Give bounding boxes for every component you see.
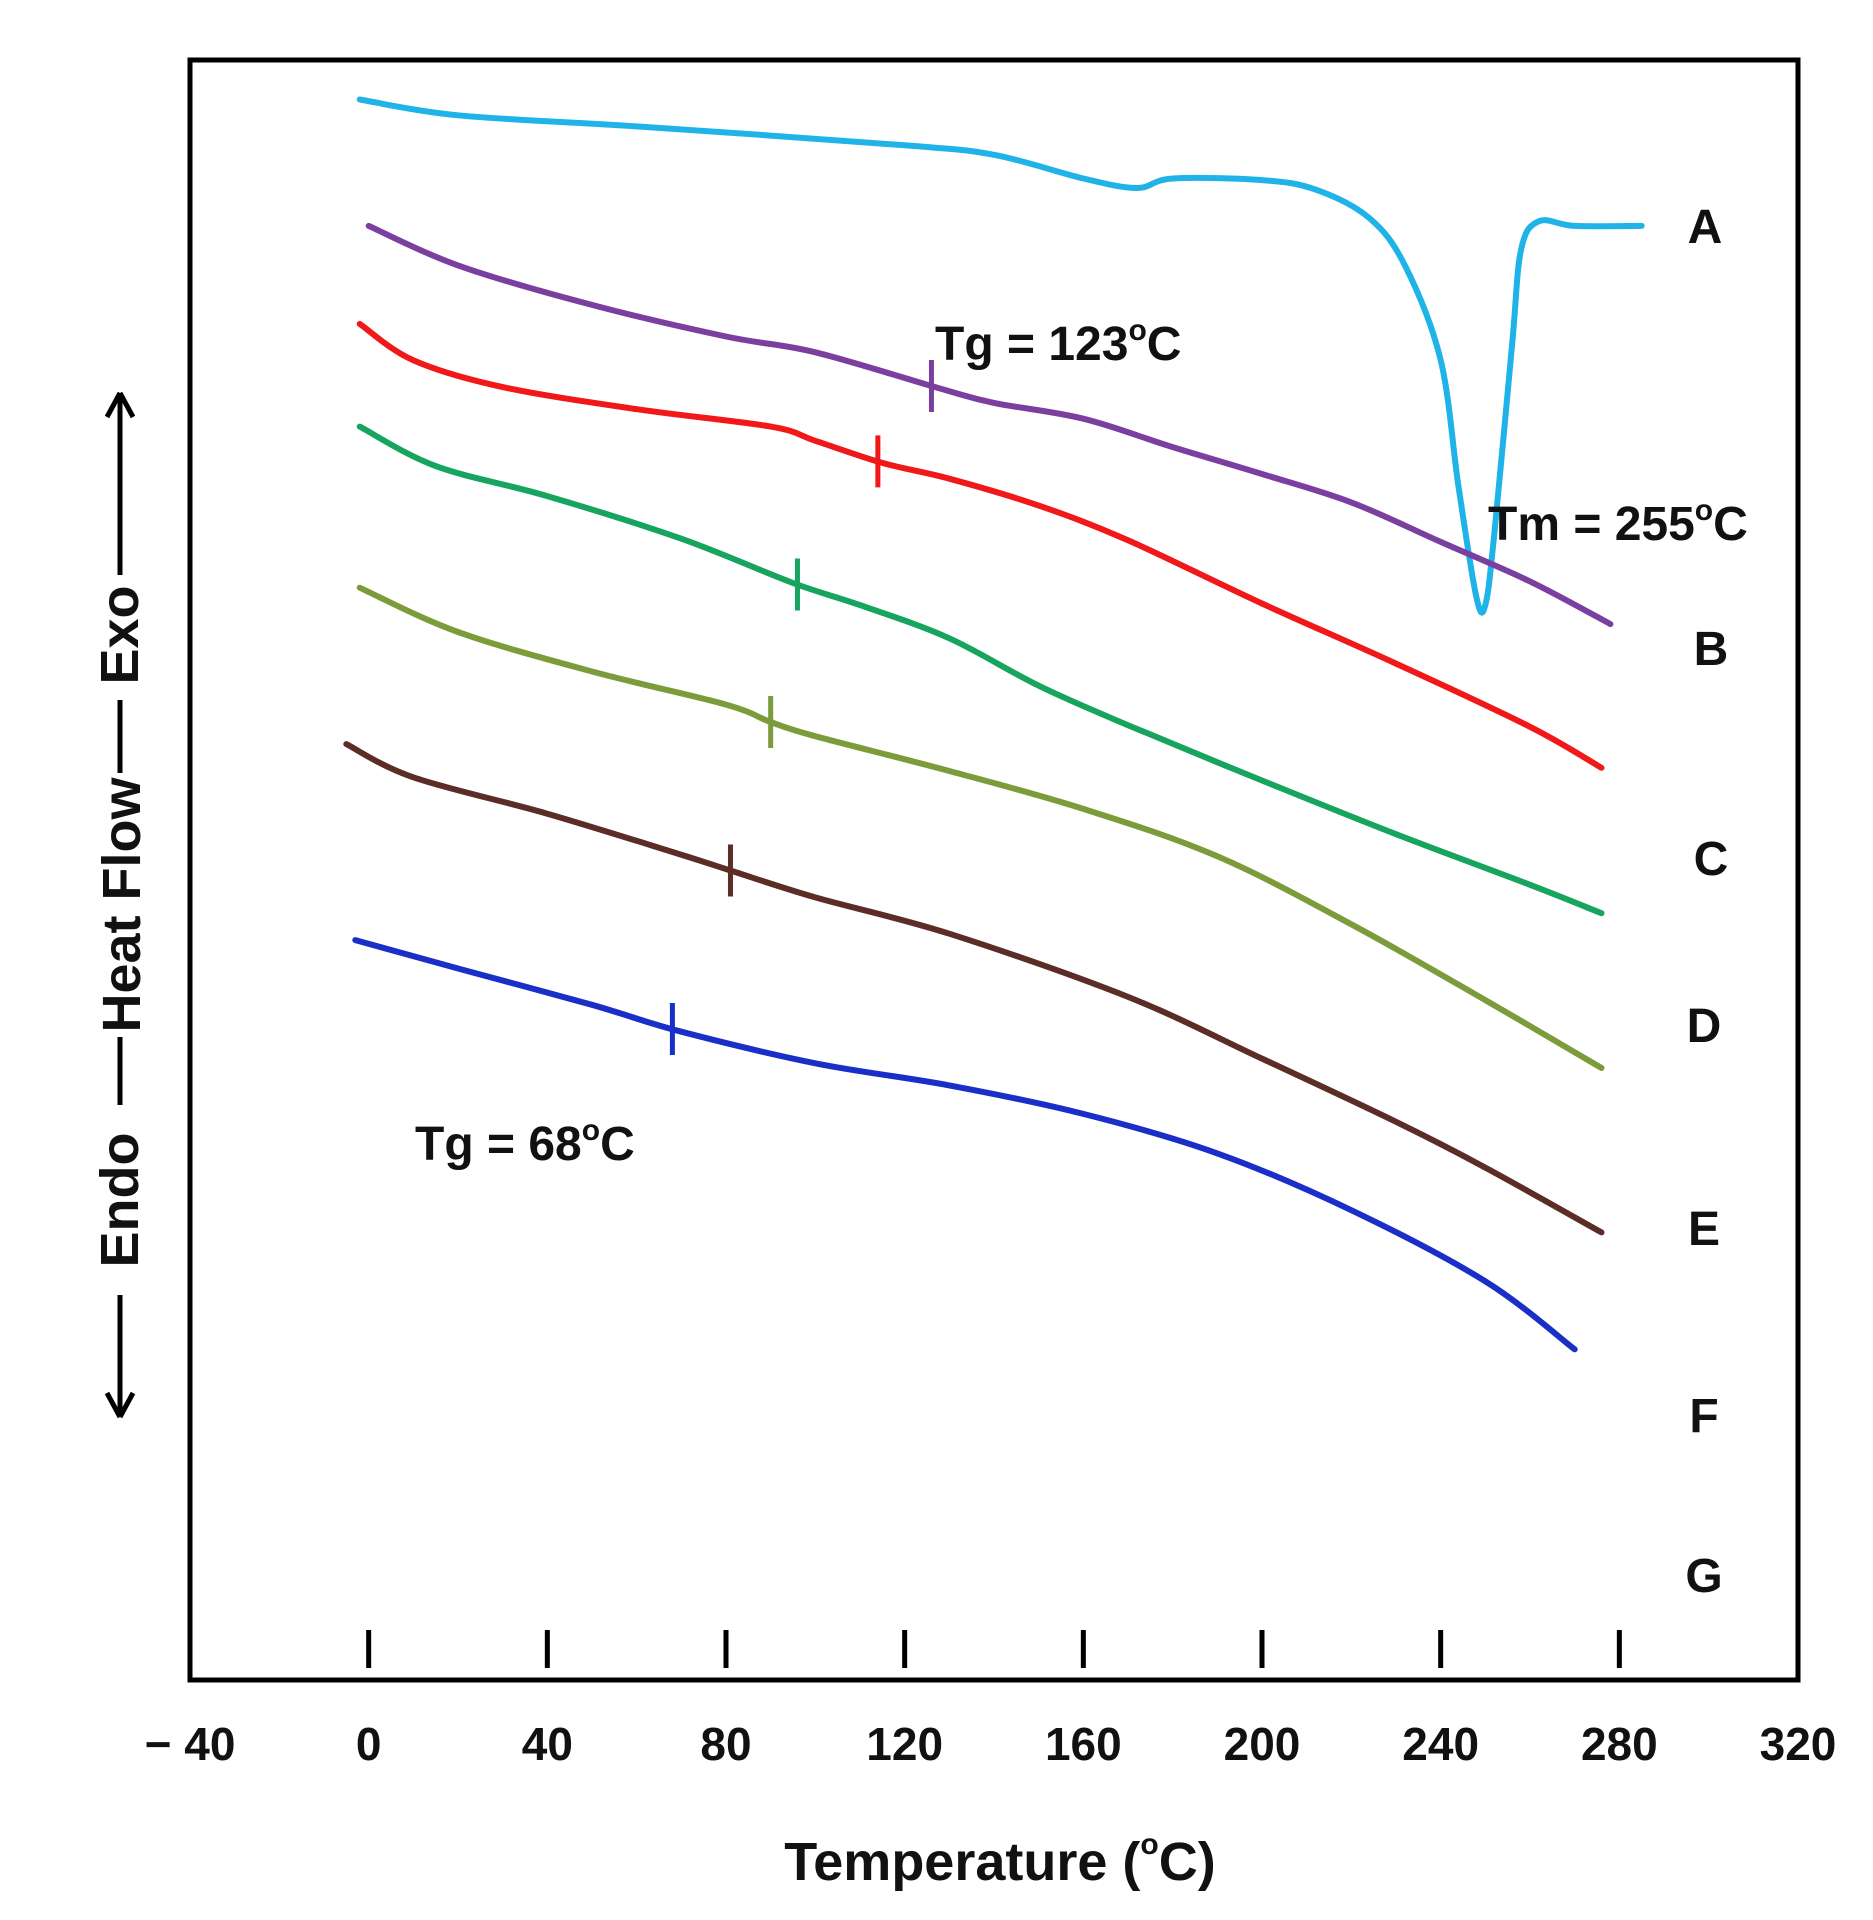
series-label-b: B [1694, 623, 1729, 676]
y-axis-endo-label: Endo [90, 1133, 150, 1268]
x-tick-label-0: − 40 [145, 1718, 236, 1770]
x-tick-label-9: 320 [1760, 1718, 1837, 1770]
series-label-e: E [1688, 1203, 1720, 1256]
series-label-layer: A B C D E F G [1685, 201, 1728, 1603]
series-line-g [352, 937, 1578, 1353]
x-tick-label-4: 120 [866, 1718, 943, 1770]
x-tick-label-3: 80 [700, 1718, 751, 1770]
y-arrow-left-head [104, 1391, 136, 1419]
x-tick-label-7: 240 [1402, 1718, 1479, 1770]
series-line-e [356, 584, 1605, 1071]
y-axis-exo-label: Exo [90, 585, 150, 684]
series-label-f: F [1689, 1390, 1718, 1443]
annotation-tm-255: Tm = 255oC [1488, 494, 1748, 551]
series-line-c [356, 320, 1605, 771]
y-arrow-right-head [104, 391, 136, 419]
y-axis-title-group: Endo Heat Flow Exo [90, 391, 152, 1419]
series-label-a: A [1688, 201, 1723, 254]
plot-frame [187, 57, 1801, 1683]
series-line-f [343, 741, 1605, 1236]
series-line-b [365, 222, 1614, 628]
x-axis-title: Temperature (oC) [784, 1828, 1215, 1892]
x-tick-label-1: 0 [356, 1718, 382, 1770]
x-tick-label-5: 160 [1045, 1718, 1122, 1770]
series-layer [343, 96, 1645, 1353]
y-axis-title: Heat Flow [92, 776, 152, 1032]
series-label-g: G [1685, 1550, 1722, 1603]
x-tick-layer: − 40 0 40 80 120 160 200 240 280 320 [145, 1630, 1837, 1770]
annotation-tg-68: Tg = 68oC [415, 1114, 635, 1171]
annotation-tg-123: Tg = 123oC [935, 314, 1181, 371]
x-tick-label-2: 40 [522, 1718, 573, 1770]
series-label-c: C [1694, 833, 1729, 886]
series-label-d: D [1687, 1000, 1722, 1053]
x-tick-label-6: 200 [1224, 1718, 1301, 1770]
series-line-d [356, 423, 1605, 917]
series-line-a [356, 96, 1645, 616]
x-tick-label-8: 280 [1581, 1718, 1658, 1770]
